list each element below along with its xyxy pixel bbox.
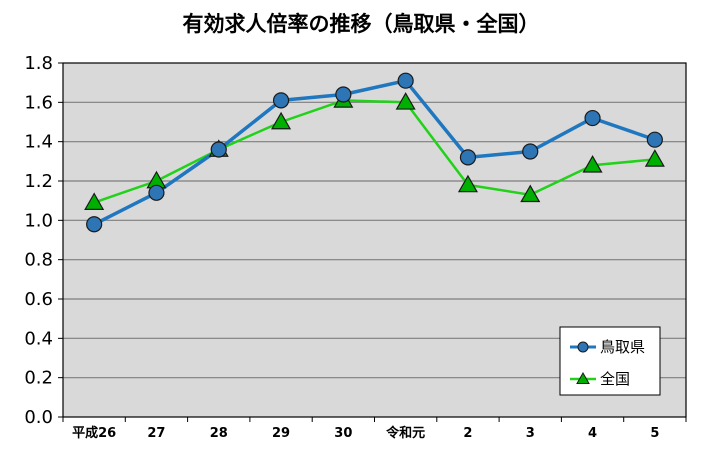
legend-marker-circle: [577, 341, 589, 353]
data-point-tottori: [459, 149, 477, 166]
legend-label: 全国: [600, 370, 630, 388]
chart-title: 有効求人倍率の推移（鳥取県・全国）: [183, 12, 540, 36]
data-point-tottori: [86, 216, 103, 233]
x-tick-label: 5: [650, 426, 659, 441]
x-tick-label: 28: [210, 426, 228, 441]
data-point-tottori: [646, 131, 663, 148]
legend-marker-triangle: [576, 371, 590, 384]
data-point-national: [582, 155, 603, 173]
y-tick-label: 1.6: [24, 92, 53, 113]
data-point-tottori: [335, 86, 352, 103]
data-point-tottori: [584, 109, 601, 127]
data-point-national: [520, 184, 541, 203]
x-tick-label: 平成26: [72, 425, 116, 441]
y-tick-label: 1.2: [24, 171, 53, 192]
x-tick-label: 2: [463, 426, 472, 441]
data-point-national: [84, 192, 105, 210]
y-tick-label: 0.6: [24, 289, 53, 310]
y-tick-label: 0.2: [24, 368, 53, 389]
data-point-tottori: [522, 143, 539, 160]
data-point-tottori: [210, 141, 227, 158]
series-line-tottori: [93, 78, 656, 226]
x-tick-label: 27: [147, 426, 165, 441]
y-tick-label: 0.0: [24, 407, 53, 428]
y-tick-label: 0.4: [24, 328, 53, 349]
x-tick-label: 4: [588, 426, 597, 441]
y-tick-label: 1.0: [24, 210, 53, 231]
data-point-national: [457, 174, 478, 193]
legend-label: 鳥取県: [600, 338, 645, 356]
data-point-national: [395, 92, 416, 110]
x-tick-label: 3: [526, 426, 535, 441]
y-tick-label: 1.4: [24, 132, 53, 153]
data-point-tottori: [272, 92, 290, 109]
plot-area: 0.0 0.2 0.4 0.6 0.8 1.0 1.2 1.4 1.6 1.8 平成26 27 28 29…: [24, 53, 687, 441]
x-tick-label: 29: [272, 426, 290, 441]
y-tick-label: 1.8: [24, 53, 53, 74]
data-point-national: [644, 149, 665, 167]
data-point-tottori: [397, 72, 414, 89]
data-point-tottori: [148, 184, 165, 201]
x-tick-label: 30: [334, 426, 352, 441]
data-point-national: [271, 111, 292, 130]
y-tick-label: 0.8: [24, 250, 53, 271]
series-line-national: [93, 99, 656, 204]
x-tick-label: 令和元: [386, 425, 425, 441]
